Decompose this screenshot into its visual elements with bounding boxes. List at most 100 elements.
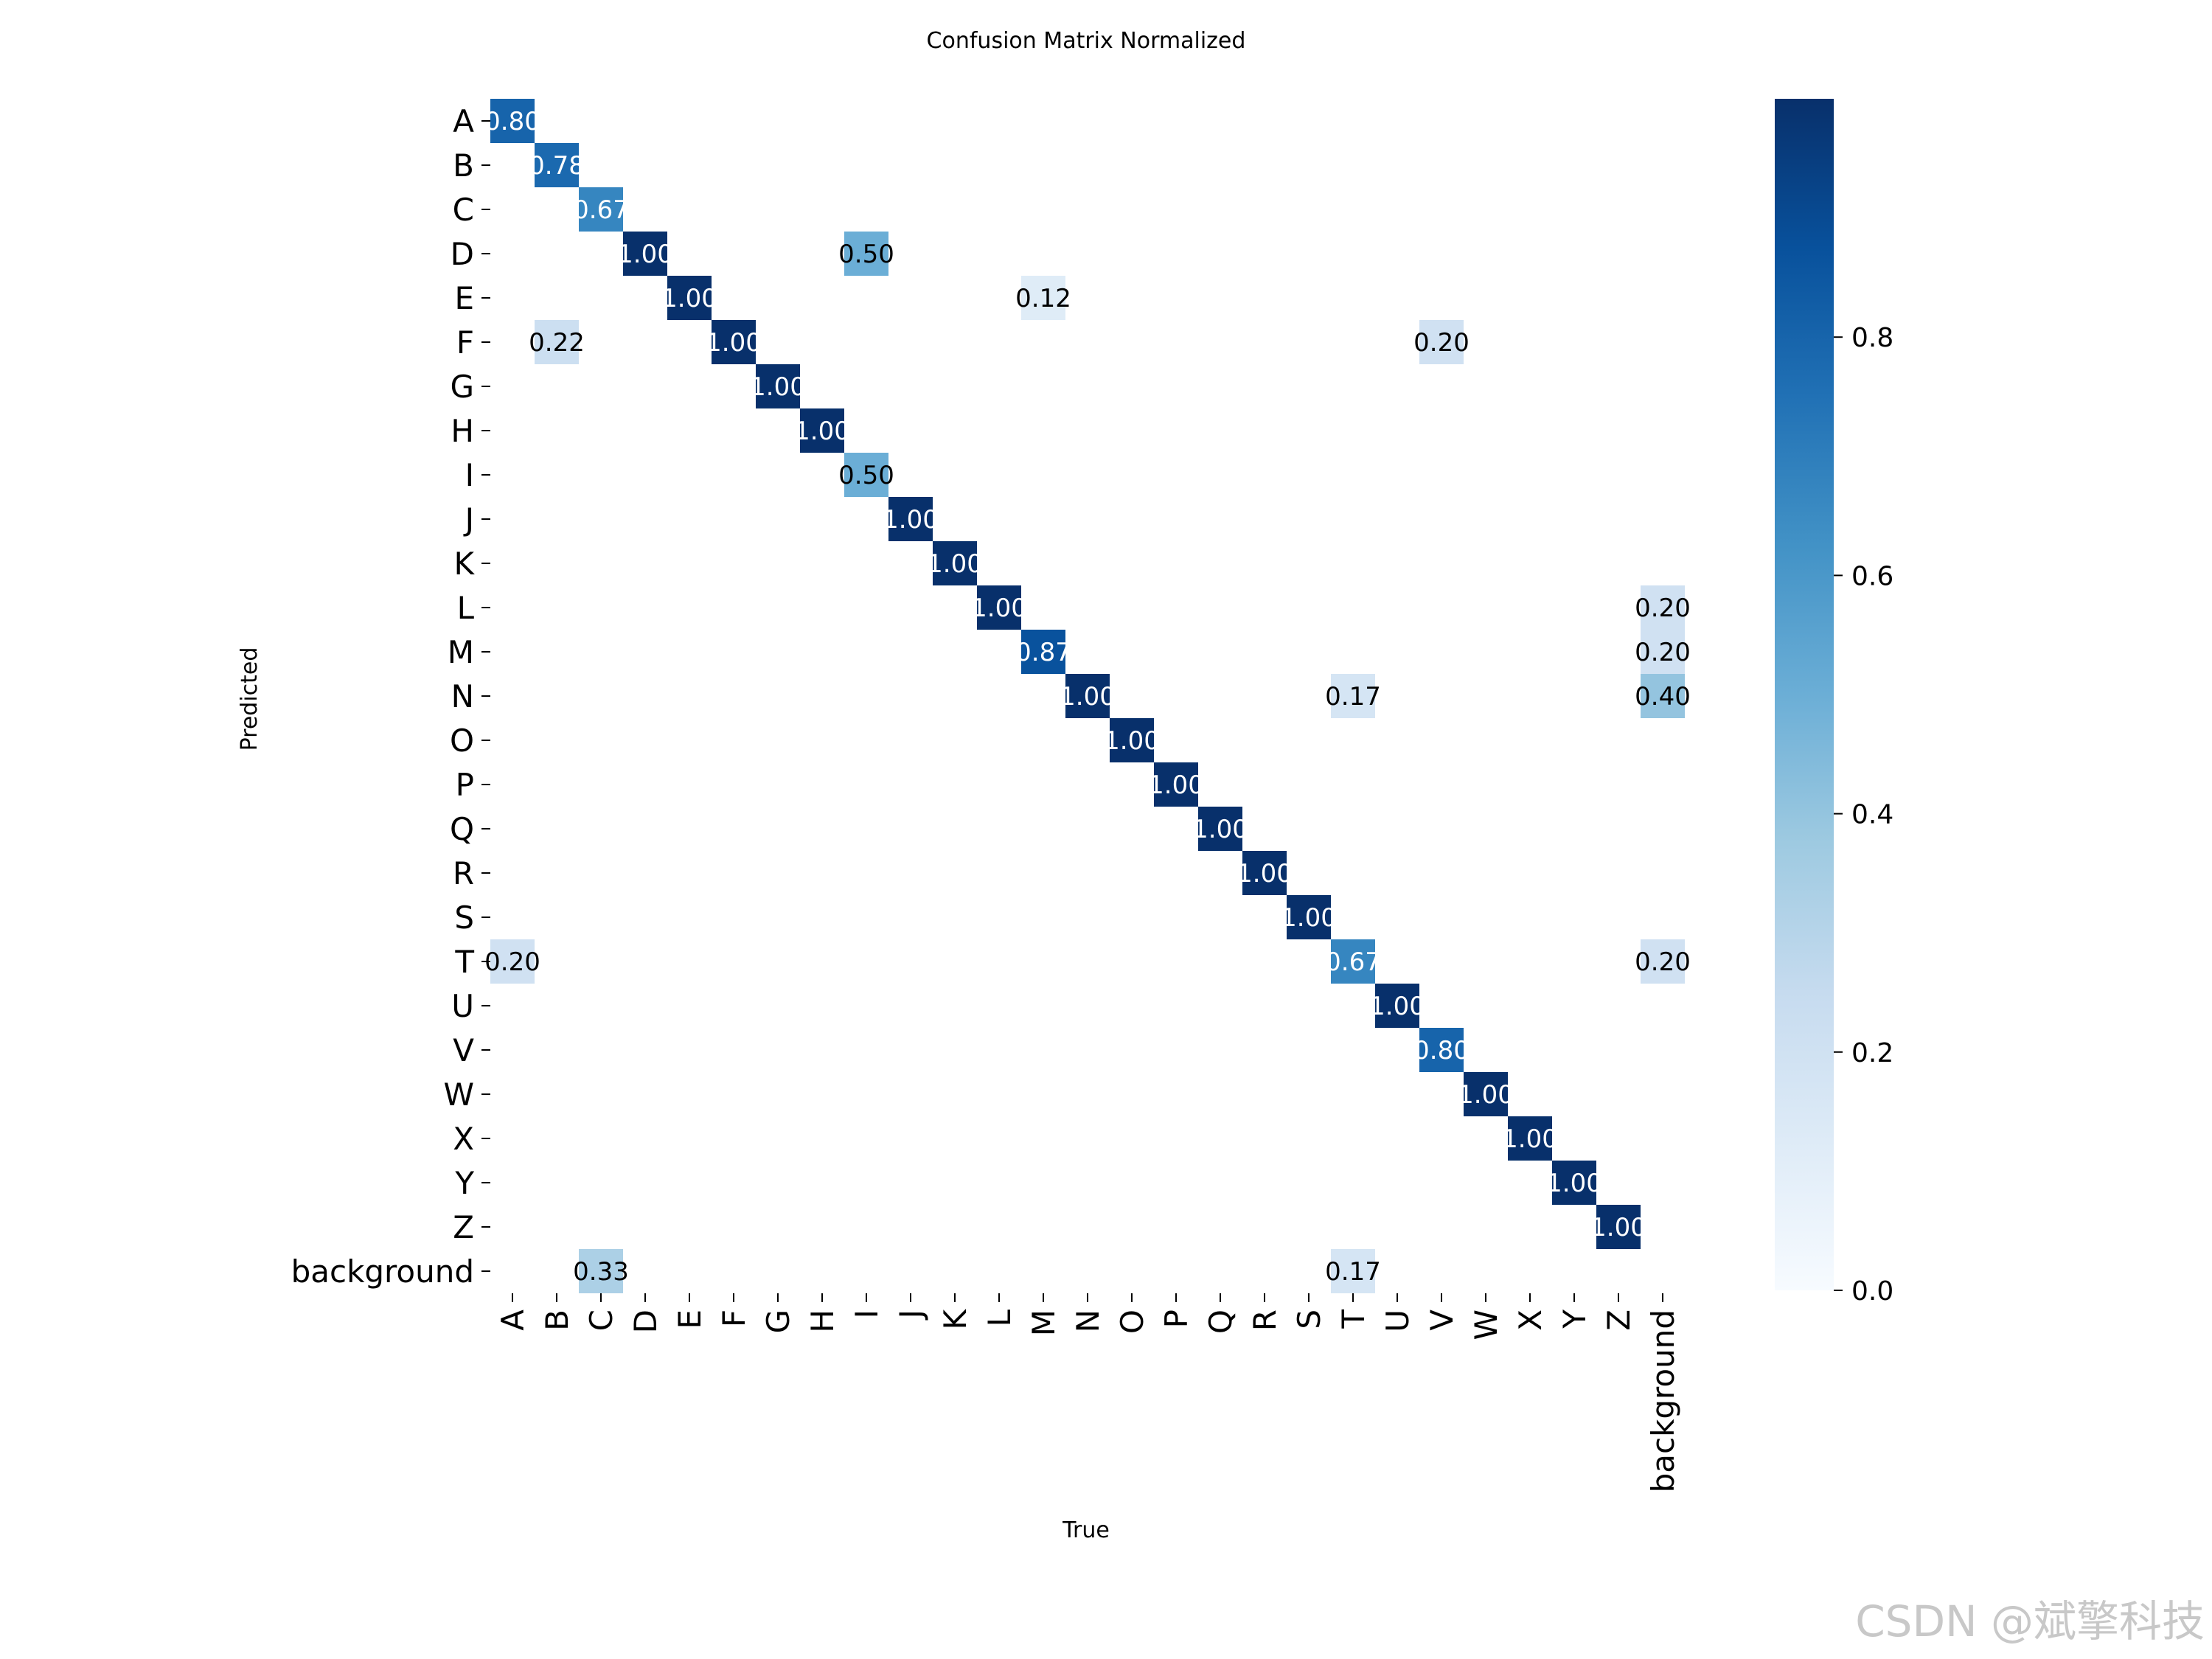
y-tick-label: S	[454, 900, 474, 936]
cell-value-label: 0.20	[484, 947, 540, 977]
colorbar-tick-label: 0.6	[1851, 561, 1893, 591]
chart-title: Confusion Matrix Normalized	[927, 28, 1246, 54]
x-tick-label: U	[1380, 1310, 1416, 1332]
y-tick-label: D	[451, 236, 474, 272]
cell-value-label: 0.20	[1413, 328, 1470, 358]
cell-value-label: 1.00	[1192, 815, 1248, 844]
cell-value-label: 1.00	[1369, 992, 1425, 1021]
y-tick-label: E	[454, 280, 474, 316]
heatmap-cell	[1021, 630, 1065, 674]
x-tick-label: M	[1026, 1310, 1062, 1336]
heatmap-cell	[1641, 674, 1685, 718]
x-tick-label: I	[849, 1310, 885, 1318]
cell-value-label: 1.00	[1148, 771, 1204, 800]
y-tick-label: L	[457, 590, 475, 626]
heatmap-cell	[844, 453, 888, 497]
heatmap-cell	[1331, 674, 1375, 718]
cell-value-label: 0.80	[1413, 1036, 1470, 1065]
x-tick-label: A	[495, 1310, 531, 1331]
cell-value-label: 0.12	[1015, 284, 1071, 313]
cell-value-label: 1.00	[617, 240, 673, 269]
heatmap-cell	[1464, 1072, 1508, 1116]
heatmap-cell	[535, 320, 579, 364]
y-tick-label: T	[454, 944, 474, 980]
x-tick-label: N	[1070, 1310, 1106, 1332]
heatmap-cell	[1641, 939, 1685, 984]
y-tick-label: P	[456, 767, 474, 803]
heatmap-cell	[1021, 276, 1065, 320]
heatmap-cell	[1198, 807, 1242, 851]
y-tick-label: H	[451, 413, 474, 449]
y-tick-label: U	[451, 988, 474, 1024]
cell-value-label: 0.33	[573, 1257, 629, 1287]
x-tick-label: O	[1114, 1310, 1150, 1334]
x-tick-label: F	[716, 1310, 752, 1327]
y-tick-label: A	[453, 103, 474, 139]
heatmap-cell	[800, 408, 844, 453]
y-tick-label: N	[451, 678, 474, 714]
y-tick-label: W	[443, 1077, 474, 1113]
cell-value-label: 0.20	[1635, 594, 1691, 623]
x-tick-label: T	[1335, 1310, 1371, 1329]
y-tick-label: V	[453, 1032, 474, 1068]
heatmap-cell	[712, 320, 756, 364]
heatmap-cell	[579, 1249, 623, 1293]
x-tick-label: Z	[1601, 1310, 1637, 1331]
x-tick-label: X	[1512, 1310, 1548, 1331]
y-tick-label: K	[453, 546, 475, 582]
cell-value-label: 1.00	[971, 594, 1027, 623]
heatmap-cells	[490, 99, 1685, 1293]
heatmap-cell	[1331, 939, 1375, 984]
heatmap-cell	[756, 364, 800, 408]
cell-value-label: 1.00	[1060, 682, 1116, 712]
y-tick-label: C	[453, 192, 474, 228]
colorbar-tick-label: 0.2	[1851, 1038, 1893, 1068]
x-tick-label: K	[937, 1309, 973, 1330]
y-tick-label: B	[453, 147, 474, 184]
y-tick-label: Z	[453, 1209, 474, 1245]
x-tick-label: E	[672, 1310, 708, 1329]
x-tick-label: S	[1291, 1310, 1327, 1329]
colorbar-tick-label: 0.8	[1851, 323, 1893, 353]
heatmap-cell	[977, 585, 1021, 630]
x-tick-label: H	[804, 1310, 841, 1333]
heatmap-cell	[490, 939, 535, 984]
x-tick-label: P	[1158, 1310, 1194, 1328]
x-tick-label: B	[539, 1310, 575, 1331]
cell-value-label: 0.22	[529, 328, 585, 358]
cell-value-label: 0.78	[529, 151, 585, 181]
y-tick-label: I	[465, 457, 474, 493]
heatmap-cell	[1331, 1249, 1375, 1293]
y-tick-label: X	[453, 1121, 474, 1157]
cell-value-label: 0.67	[573, 195, 629, 225]
cell-value-label: 1.00	[1546, 1169, 1602, 1198]
heatmap-cell	[1596, 1205, 1641, 1249]
y-tick-label: R	[453, 855, 474, 891]
heatmap-cell	[1065, 674, 1110, 718]
x-tick-label: D	[627, 1310, 664, 1333]
heatmap-cell	[1154, 762, 1198, 807]
cell-value-label: 0.50	[838, 240, 894, 269]
colorbar-tick-label: 0.4	[1851, 800, 1893, 830]
x-tick-label: L	[981, 1309, 1018, 1326]
cell-value-label: 1.00	[661, 284, 717, 313]
y-tick-label: J	[463, 501, 474, 538]
cell-value-label: 0.67	[1325, 947, 1381, 977]
cell-value-label: 0.87	[1015, 638, 1071, 667]
cell-value-label: 1.00	[927, 549, 983, 579]
heatmap-cell	[933, 541, 977, 585]
x-tick-label: C	[583, 1310, 619, 1331]
heatmap-cell	[535, 143, 579, 187]
colorbar-tick-label: 0.0	[1851, 1276, 1893, 1307]
cell-value-label: 0.20	[1635, 638, 1691, 667]
cell-value-label: 0.20	[1635, 947, 1691, 977]
y-tick-label: O	[450, 723, 474, 759]
heatmap-cell	[1419, 1028, 1464, 1072]
y-tick-label: background	[291, 1253, 474, 1290]
heatmap-cell	[1508, 1116, 1552, 1161]
cell-value-label: 1.00	[1502, 1124, 1558, 1154]
heatmap-cell	[844, 232, 888, 276]
cell-value-label: 0.17	[1325, 682, 1381, 712]
x-tick-label: V	[1424, 1310, 1460, 1331]
